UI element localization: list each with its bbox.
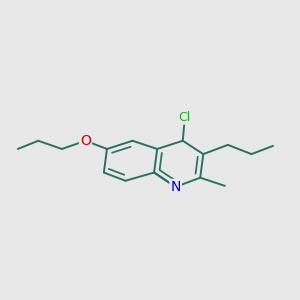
Text: O: O (80, 134, 91, 148)
Text: Cl: Cl (179, 111, 191, 124)
Text: N: N (170, 180, 181, 194)
